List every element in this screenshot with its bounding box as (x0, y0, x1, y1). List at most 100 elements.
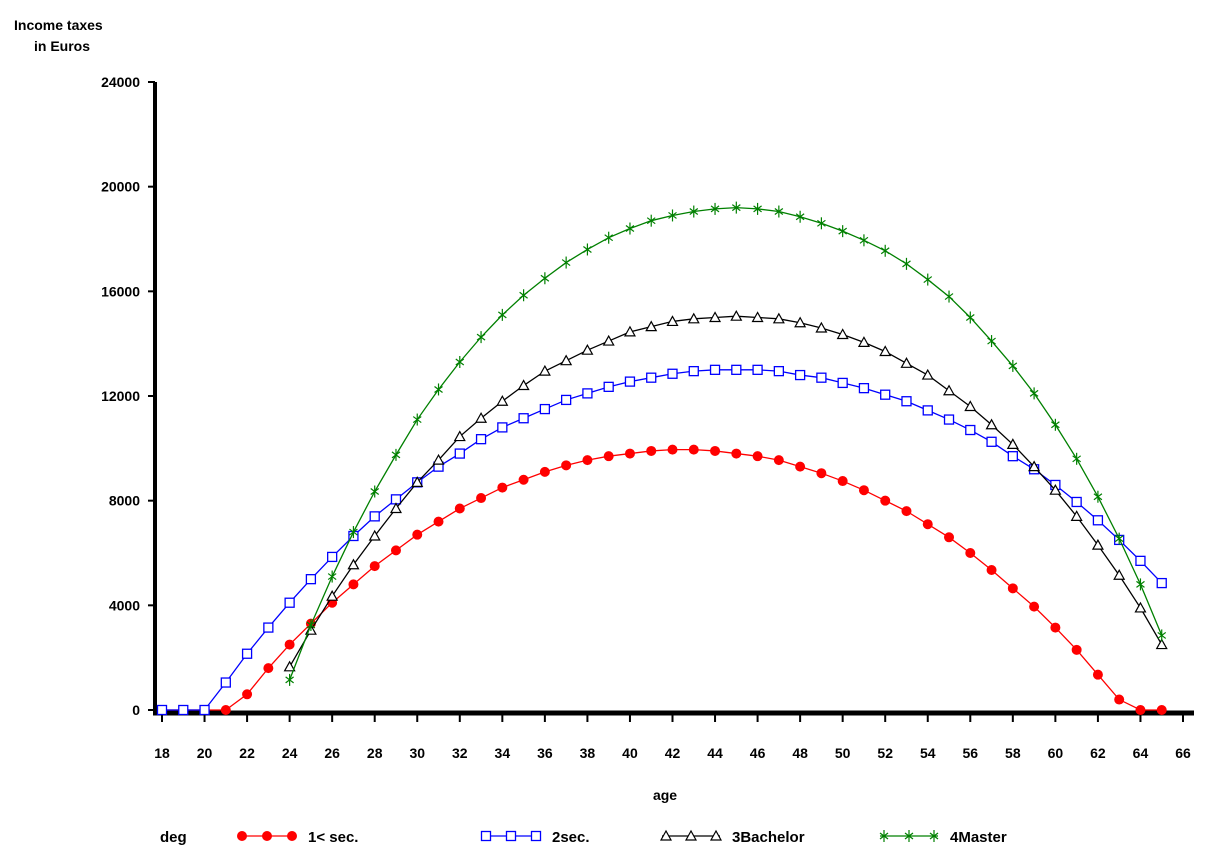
data-point (730, 309, 743, 321)
data-point (752, 451, 763, 462)
x-tick-label: 44 (707, 745, 723, 761)
data-point (476, 331, 486, 344)
legend-marker (505, 830, 517, 842)
data-point (178, 704, 189, 716)
data-point (306, 618, 316, 631)
data-point (689, 205, 699, 218)
data-point (774, 205, 784, 218)
data-point (965, 548, 976, 558)
data-point (794, 316, 807, 328)
data-point (731, 448, 742, 459)
x-tick-label: 66 (1175, 745, 1191, 761)
series-line (162, 369, 1163, 711)
series-line (289, 315, 1163, 668)
data-point (1134, 601, 1147, 613)
legend-marker (287, 831, 297, 841)
x-tick-label: 62 (1090, 745, 1106, 761)
data-point (1114, 694, 1125, 705)
data-point (1136, 578, 1145, 591)
data-point (795, 461, 806, 472)
series-3 (283, 309, 1168, 672)
data-point (709, 364, 721, 375)
data-point (944, 290, 954, 303)
data-point (900, 357, 913, 368)
y-tick-label: 16000 (101, 283, 140, 299)
data-point (1029, 387, 1039, 400)
data-point (370, 485, 380, 498)
data-point (857, 336, 870, 347)
x-tick-label: 24 (282, 745, 298, 761)
data-point (517, 379, 530, 391)
data-point (434, 383, 443, 396)
legend-item-1: 1< sec. (237, 829, 358, 846)
data-point (349, 526, 358, 539)
data-point (1092, 669, 1103, 680)
data-point (1008, 359, 1018, 372)
data-point (475, 434, 487, 445)
x-tick-label: 42 (665, 745, 681, 761)
data-point (1071, 496, 1082, 508)
data-point (1070, 510, 1083, 521)
y-tick-label: 24000 (101, 74, 140, 90)
series-line (289, 206, 1163, 681)
data-point (519, 289, 528, 302)
data-point (688, 365, 699, 377)
legend-item-2: 2sec. (480, 829, 590, 846)
data-point (901, 396, 912, 407)
x-tick-label: 26 (324, 745, 340, 761)
data-point (922, 519, 933, 530)
data-point (859, 234, 869, 247)
series-4 (285, 201, 1167, 686)
data-point (539, 403, 551, 415)
data-point (390, 545, 401, 556)
data-point (836, 328, 849, 340)
data-point (625, 222, 635, 235)
data-point (582, 455, 593, 466)
data-point (453, 430, 466, 442)
y-tick-label: 20000 (101, 179, 140, 195)
data-point (389, 502, 402, 514)
data-point (752, 364, 763, 375)
data-point (815, 321, 828, 333)
data-point (560, 394, 572, 406)
data-point (326, 589, 339, 601)
data-point (773, 455, 784, 466)
data-point (964, 400, 977, 412)
data-point (1029, 601, 1040, 612)
data-point (623, 325, 636, 337)
data-point (1114, 532, 1124, 545)
data-point (965, 424, 976, 436)
data-point (624, 376, 636, 387)
data-point (285, 673, 294, 686)
data-point (539, 466, 550, 477)
data-point (327, 551, 338, 563)
legend-label: 2sec. (552, 829, 590, 846)
data-point (432, 453, 445, 465)
data-point (816, 468, 827, 479)
data-point (922, 405, 933, 416)
data-point (687, 312, 700, 324)
data-point (838, 225, 848, 238)
data-point (1113, 569, 1126, 580)
data-point (454, 503, 465, 514)
data-point (688, 444, 699, 455)
data-point (1071, 644, 1082, 655)
legend-label: 3Bachelor (732, 829, 805, 846)
data-point (604, 231, 614, 244)
data-point (1007, 451, 1018, 462)
data-point (858, 382, 870, 394)
y-tick-label: 4000 (109, 597, 140, 613)
x-tick-label: 48 (792, 745, 808, 761)
legend-marker (709, 829, 723, 841)
data-point (1155, 638, 1168, 650)
data-point (583, 243, 592, 256)
data-point (1007, 583, 1018, 594)
data-point (646, 372, 657, 383)
data-point (921, 368, 934, 380)
data-point (1049, 483, 1062, 495)
data-point (666, 315, 679, 327)
x-tick-label: 22 (239, 745, 255, 761)
x-tick-label: 20 (197, 745, 213, 761)
data-point (581, 343, 594, 355)
